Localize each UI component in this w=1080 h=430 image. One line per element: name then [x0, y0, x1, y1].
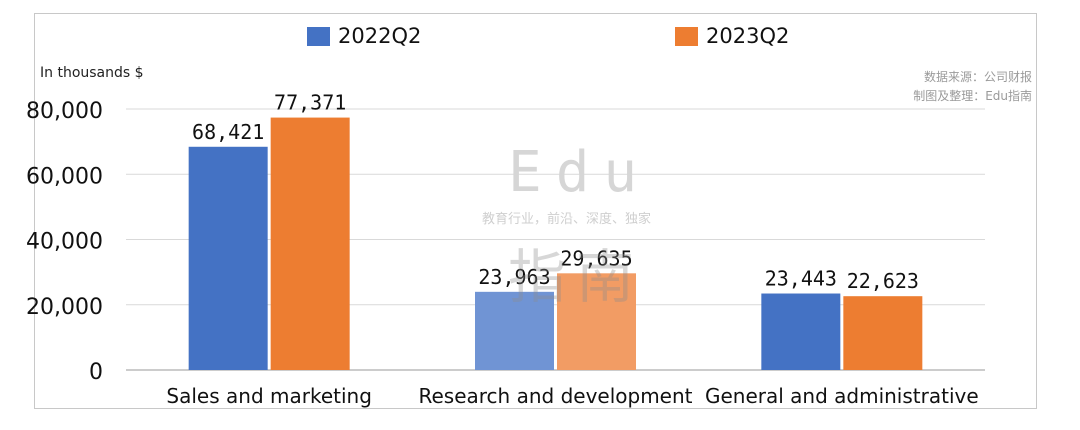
- bar-2022q2: [761, 293, 841, 370]
- data-label: 68,421: [192, 120, 264, 144]
- data-label: 23,963: [478, 265, 550, 289]
- legend-label-2023q2: 2023Q2: [706, 24, 790, 48]
- x-tick-label: Sales and marketing: [166, 384, 371, 408]
- bar-2023q2: [557, 273, 636, 370]
- bar-2022q2: [188, 146, 268, 370]
- legend-swatch-2022q2: [307, 26, 330, 46]
- y-tick-label: 60,000: [26, 164, 103, 189]
- source-note: 数据来源：公司财报: [923, 70, 1032, 84]
- bar-2023q2: [270, 117, 350, 370]
- bar-2023q2: [843, 296, 923, 370]
- x-tick-label: Research and development: [418, 384, 692, 408]
- legend-swatch-2023q2: [675, 26, 698, 46]
- bar-2022q2: [475, 291, 554, 370]
- data-label: 22,623: [847, 269, 919, 293]
- legend-item-2023q2: 2023Q2: [675, 23, 789, 49]
- y-tick-label: 40,000: [26, 230, 103, 255]
- legend-item-2022q2: 2022Q2: [307, 23, 421, 49]
- x-tick-label: General and administrative: [705, 384, 979, 408]
- y-tick-label: 20,000: [26, 295, 103, 320]
- credit-note: 制图及整理：Edu指南: [913, 89, 1032, 103]
- legend-label-2022q2: 2022Q2: [338, 24, 422, 48]
- data-label: 77,371: [274, 91, 346, 115]
- y-axis-unit-label: In thousands $: [40, 65, 144, 81]
- data-label: 23,443: [765, 267, 837, 291]
- y-tick-label: 80,000: [26, 99, 103, 124]
- y-tick-label: 0: [89, 360, 103, 385]
- chart-frame: [34, 13, 1037, 409]
- data-label: 29,635: [560, 246, 632, 270]
